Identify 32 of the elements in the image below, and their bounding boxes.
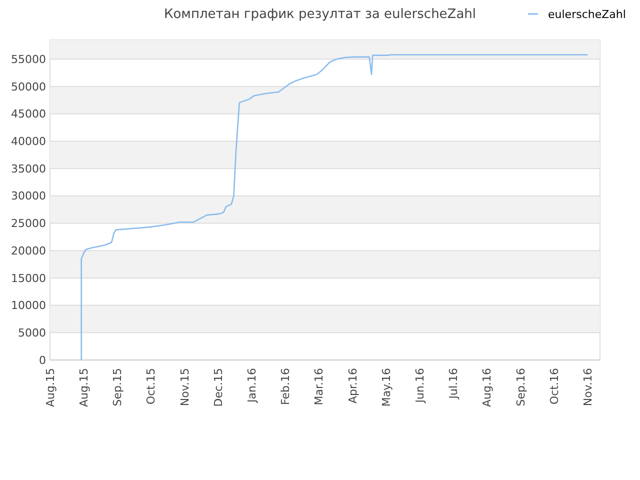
legend-label: eulerscheZahl [548,8,626,21]
y-tick-label: 45000 [11,108,46,121]
y-tick-label: 20000 [11,244,46,258]
x-tick-label: Dec.15 [212,368,225,407]
y-tick-label: 40000 [11,135,46,148]
y-tick-label: 30000 [11,190,46,203]
x-tick-label: Aug.15 [44,368,57,407]
x-tick-label: Mar.16 [312,368,326,406]
x-tick-label: Jun.16 [414,368,427,404]
x-tick-label: Aug.15 [77,368,90,407]
x-tick-label: Oct.15 [144,368,158,405]
x-tick-label: Nov.16 [582,368,595,406]
y-tick-label: 15000 [11,272,46,285]
y-tick-label: 50000 [11,80,46,94]
x-tick-label: Sep.15 [111,368,124,406]
x-tick-label: Sep.16 [514,368,528,406]
y-tick-label: 35000 [11,162,46,176]
x-tick-label: Jan.16 [245,368,258,404]
y-tick-label: 10000 [11,299,46,312]
x-tick-label: Nov.15 [178,368,192,406]
y-tick-label: 25000 [11,217,46,230]
chart-title: Комплетан график резултат за eulerscheZahl [164,7,476,22]
x-tick-label: Aug.16 [480,368,494,407]
x-tick-label: Jul.16 [447,368,460,400]
x-tick-label: Oct.16 [548,368,561,405]
line-series [80,54,588,361]
y-tick-label: 5000 [18,326,46,340]
x-tick-label: Feb.16 [279,368,292,405]
x-tick-label: May.16 [380,368,393,407]
y-tick-label: 0 [39,354,46,367]
x-tick-label: Apr.16 [346,368,360,404]
y-tick-label: 55000 [11,52,46,66]
